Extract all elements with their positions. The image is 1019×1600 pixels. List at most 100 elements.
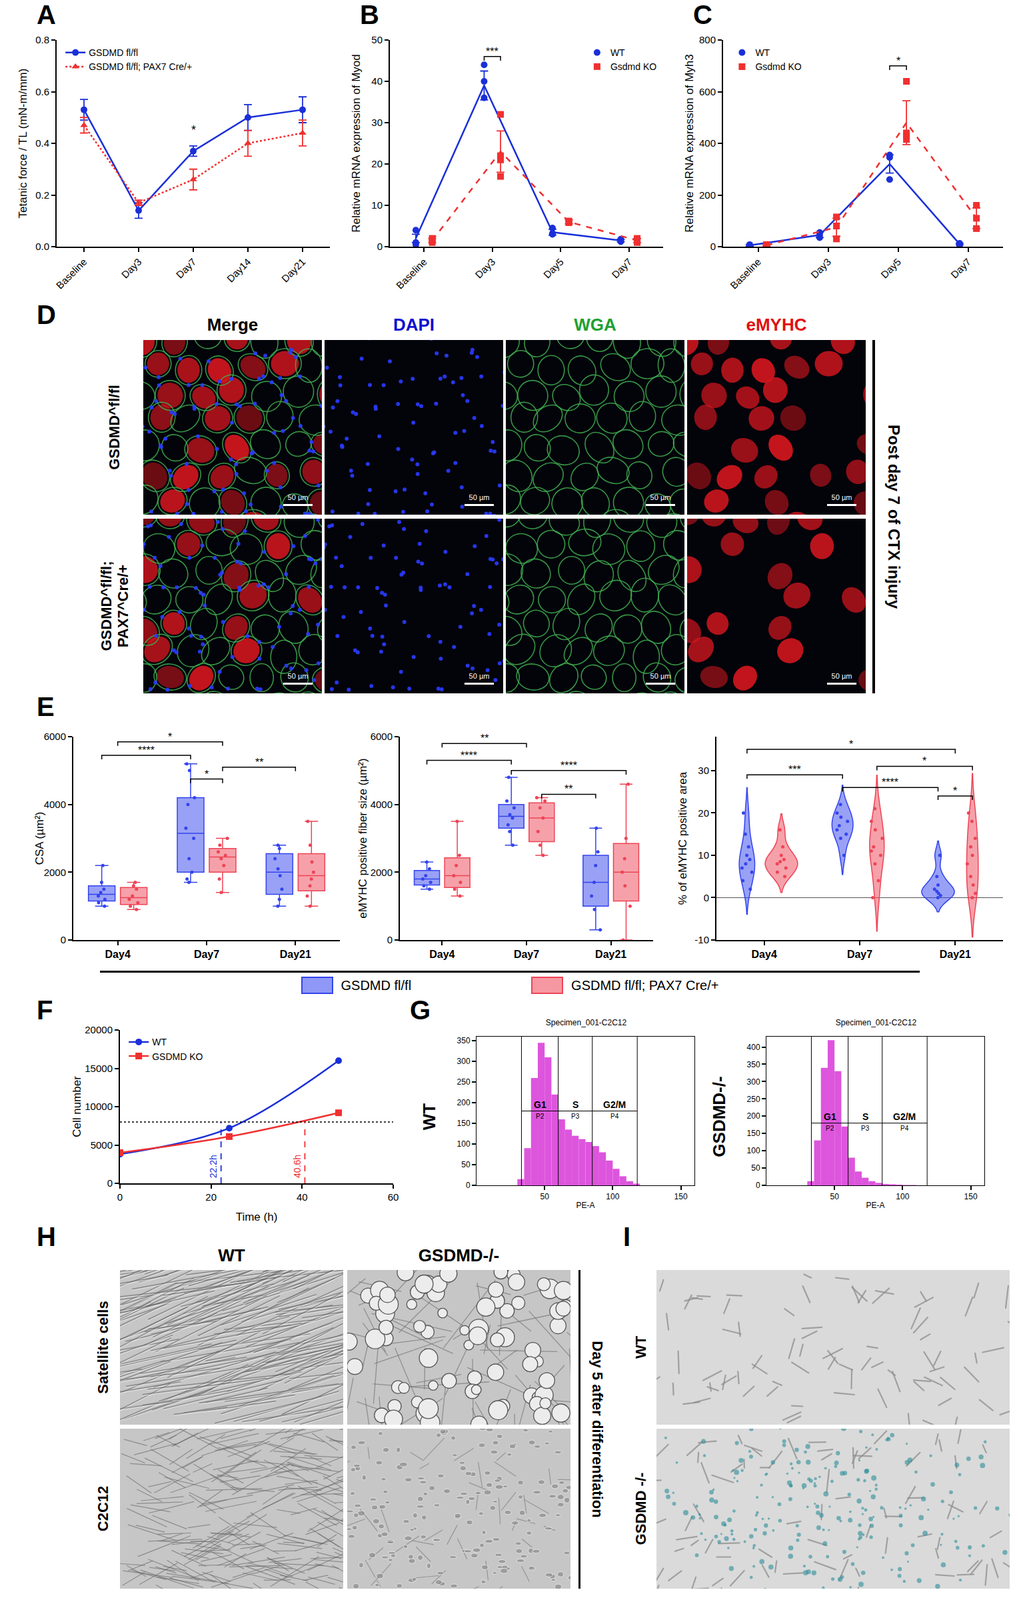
svg-text:20: 20 [205,1190,217,1203]
svg-text:Day7: Day7 [173,255,199,281]
svg-text:Day7: Day7 [609,255,634,281]
svg-text:eMYHC positive fiber size (µm²: eMYHC positive fiber size (µm²) [356,757,370,918]
svg-text:350: 350 [747,1059,761,1069]
svg-text:10: 10 [697,849,710,861]
svg-text:**: ** [564,783,573,795]
svg-text:WT: WT [755,47,770,58]
svg-text:Day7: Day7 [513,948,540,960]
svg-text:**: ** [480,732,489,744]
svg-text:Day21: Day21 [939,948,972,960]
svg-text:250: 250 [457,1076,471,1087]
svg-text:G2/M: G2/M [603,1098,626,1110]
svg-text:Day21: Day21 [279,948,312,960]
svg-text:Day14: Day14 [224,255,254,285]
svg-text:100: 100 [747,1145,761,1155]
svg-text:150: 150 [674,1191,688,1201]
svg-text:400: 400 [699,137,716,149]
svg-text:PE-A: PE-A [865,1200,885,1210]
svg-text:30: 30 [697,764,710,776]
svg-text:40: 40 [371,75,383,87]
svg-text:40: 40 [296,1190,308,1203]
svg-text:PE-A: PE-A [575,1200,595,1210]
svg-text:Day7: Day7 [193,948,220,960]
svg-text:5000: 5000 [90,1138,113,1151]
svg-text:WT: WT [610,47,626,58]
svg-text:P2: P2 [825,1124,835,1132]
svg-text:50: 50 [830,1191,840,1201]
svg-text:50: 50 [461,1159,471,1169]
svg-text:150: 150 [747,1128,761,1138]
svg-text:Day4: Day4 [105,948,131,960]
svg-text:*: * [922,755,927,767]
svg-text:2000: 2000 [43,866,66,878]
svg-text:****: **** [560,759,578,772]
svg-text:0: 0 [755,1180,761,1190]
svg-text:0: 0 [387,933,393,946]
svg-text:Relative mRNA expression of My: Relative mRNA expression of Myod [349,53,363,232]
svg-text:200: 200 [457,1097,471,1107]
svg-text:250: 250 [747,1094,761,1104]
svg-text:Relative mRNA expression of My: Relative mRNA expression of Myh3 [683,53,696,232]
svg-text:Day21: Day21 [279,255,308,285]
svg-text:GSDMD fl/fl; PAX7 Cre/+: GSDMD fl/fl; PAX7 Cre/+ [88,61,192,72]
svg-text:P4: P4 [900,1124,910,1132]
svg-text:GSDMD fl/fl: GSDMD fl/fl [88,47,138,58]
svg-text:Cell number: Cell number [70,1075,84,1137]
svg-text:*: * [167,731,172,743]
svg-text:P3: P3 [861,1124,870,1132]
svg-text:Gsdmd KO: Gsdmd KO [755,61,802,72]
svg-text:CSA (µm²): CSA (µm²) [33,811,46,866]
svg-text:Baseline: Baseline [53,255,90,292]
svg-text:GSDMD KO: GSDMD KO [151,1050,203,1062]
svg-text:Day21: Day21 [595,948,627,960]
svg-text:20000: 20000 [84,1023,113,1035]
svg-text:Day7: Day7 [847,948,873,960]
svg-text:4000: 4000 [370,798,393,810]
svg-text:300: 300 [747,1076,761,1087]
svg-text:*: * [204,768,209,780]
svg-text:P2: P2 [535,1112,545,1120]
svg-text:G1: G1 [533,1098,547,1110]
svg-text:*: * [953,785,958,797]
svg-text:0: 0 [377,240,383,252]
svg-text:50: 50 [371,33,383,46]
svg-text:150: 150 [964,1191,978,1201]
svg-text:0.4: 0.4 [35,137,50,149]
svg-text:****: **** [881,776,899,788]
svg-text:Gsdmd KO: Gsdmd KO [610,61,657,72]
svg-text:Day5: Day5 [878,255,904,281]
svg-text:50: 50 [751,1162,761,1173]
svg-text:50: 50 [540,1191,550,1201]
svg-text:****: **** [137,744,155,756]
svg-text:Baseline: Baseline [393,255,430,292]
svg-text:0: 0 [107,1176,113,1189]
svg-text:20: 20 [697,807,710,819]
svg-text:Baseline: Baseline [727,255,764,292]
svg-text:60: 60 [387,1190,400,1203]
svg-text:Tetanic force / TL (mN-m/mm): Tetanic force / TL (mN-m/mm) [16,68,30,219]
svg-text:***: *** [788,763,802,776]
svg-text:0: 0 [465,1180,471,1190]
svg-text:0.6: 0.6 [35,85,50,98]
svg-text:**: ** [255,756,264,768]
svg-text:*: * [896,55,901,67]
svg-text:10: 10 [371,199,383,211]
svg-text:0.8: 0.8 [35,33,50,46]
svg-text:350: 350 [457,1035,471,1045]
svg-text:****: **** [460,749,478,762]
svg-text:0: 0 [703,891,710,904]
svg-text:100: 100 [605,1191,620,1201]
svg-text:0.0: 0.0 [35,240,50,252]
svg-text:P3: P3 [571,1112,580,1120]
svg-text:Day3: Day3 [472,255,498,281]
svg-text:22.2h: 22.2h [207,1154,219,1178]
svg-text:20: 20 [371,157,383,170]
svg-text:*: * [849,738,854,750]
svg-text:P4: P4 [610,1112,620,1120]
svg-text:150: 150 [457,1118,471,1128]
svg-text:% of eMYHC positive area: % of eMYHC positive area [676,771,690,905]
svg-text:*: * [191,123,196,137]
svg-text:10000: 10000 [84,1100,113,1112]
svg-text:S: S [572,1098,579,1110]
svg-text:6000: 6000 [370,730,393,742]
